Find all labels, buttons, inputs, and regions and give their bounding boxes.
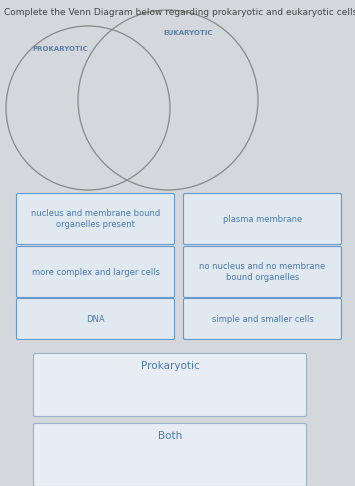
Text: nucleus and membrane bound
organelles present: nucleus and membrane bound organelles pr… [31, 209, 160, 229]
Text: more complex and larger cells: more complex and larger cells [32, 267, 159, 277]
Text: PROKARYOTIC: PROKARYOTIC [32, 46, 88, 52]
FancyBboxPatch shape [33, 353, 306, 417]
Text: Prokaryotic: Prokaryotic [141, 361, 200, 371]
FancyBboxPatch shape [184, 193, 342, 244]
Text: Both: Both [158, 431, 182, 441]
Text: Complete the Venn Diagram below regarding prokaryotic and eukaryotic cells.: Complete the Venn Diagram below regardin… [4, 8, 355, 17]
FancyBboxPatch shape [184, 298, 342, 340]
FancyBboxPatch shape [16, 246, 175, 297]
Text: no nucleus and no membrane
bound organelles: no nucleus and no membrane bound organel… [200, 262, 326, 282]
Text: simple and smaller cells: simple and smaller cells [212, 314, 313, 324]
FancyBboxPatch shape [16, 193, 175, 244]
Text: DNA: DNA [86, 314, 105, 324]
FancyBboxPatch shape [16, 298, 175, 340]
Text: EUKARYOTIC: EUKARYOTIC [163, 30, 213, 36]
FancyBboxPatch shape [33, 423, 306, 486]
FancyBboxPatch shape [184, 246, 342, 297]
Text: plasma membrane: plasma membrane [223, 214, 302, 224]
